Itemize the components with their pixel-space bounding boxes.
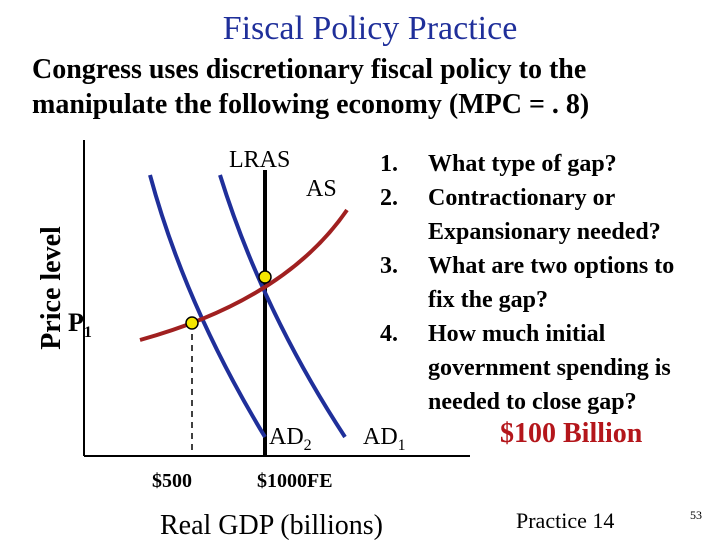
- as-curve: [139, 208, 349, 342]
- page-number: 53: [690, 508, 702, 522]
- practice-label: Practice 14: [516, 508, 615, 533]
- ad2-curve: [218, 174, 347, 439]
- x-tick-500: $500: [152, 470, 192, 492]
- price-level-label: P1: [68, 308, 92, 341]
- full-employment-equilibrium-point: [258, 270, 272, 284]
- question-item: 1. What type of gap?: [380, 151, 617, 177]
- ad2-label: AD2: [269, 424, 312, 454]
- ad1-curve: [148, 174, 267, 439]
- ad1-label: AD1: [363, 424, 406, 454]
- question-list: 1. What type of gap? 2. Contractionary or …: [380, 147, 700, 419]
- lras-label: LRAS: [229, 147, 290, 173]
- question-item: 3. What are two options to fix the gap?: [380, 253, 675, 313]
- slide-subtitle: Congress uses discretionary fiscal polic…: [32, 54, 590, 120]
- question-item: 4. How much initial government spending i…: [380, 321, 671, 415]
- as-label: AS: [306, 176, 337, 202]
- x-tick-1000fe: $1000FE: [257, 470, 333, 492]
- x-axis-label: Real GDP (billions): [160, 510, 383, 540]
- recessionary-equilibrium-point: [185, 316, 199, 330]
- question-item: 2. Contractionary or Expansionary needed?: [380, 185, 661, 245]
- answer-text: $100 Billion: [500, 418, 643, 449]
- slide-title: Fiscal Policy Practice: [222, 10, 518, 47]
